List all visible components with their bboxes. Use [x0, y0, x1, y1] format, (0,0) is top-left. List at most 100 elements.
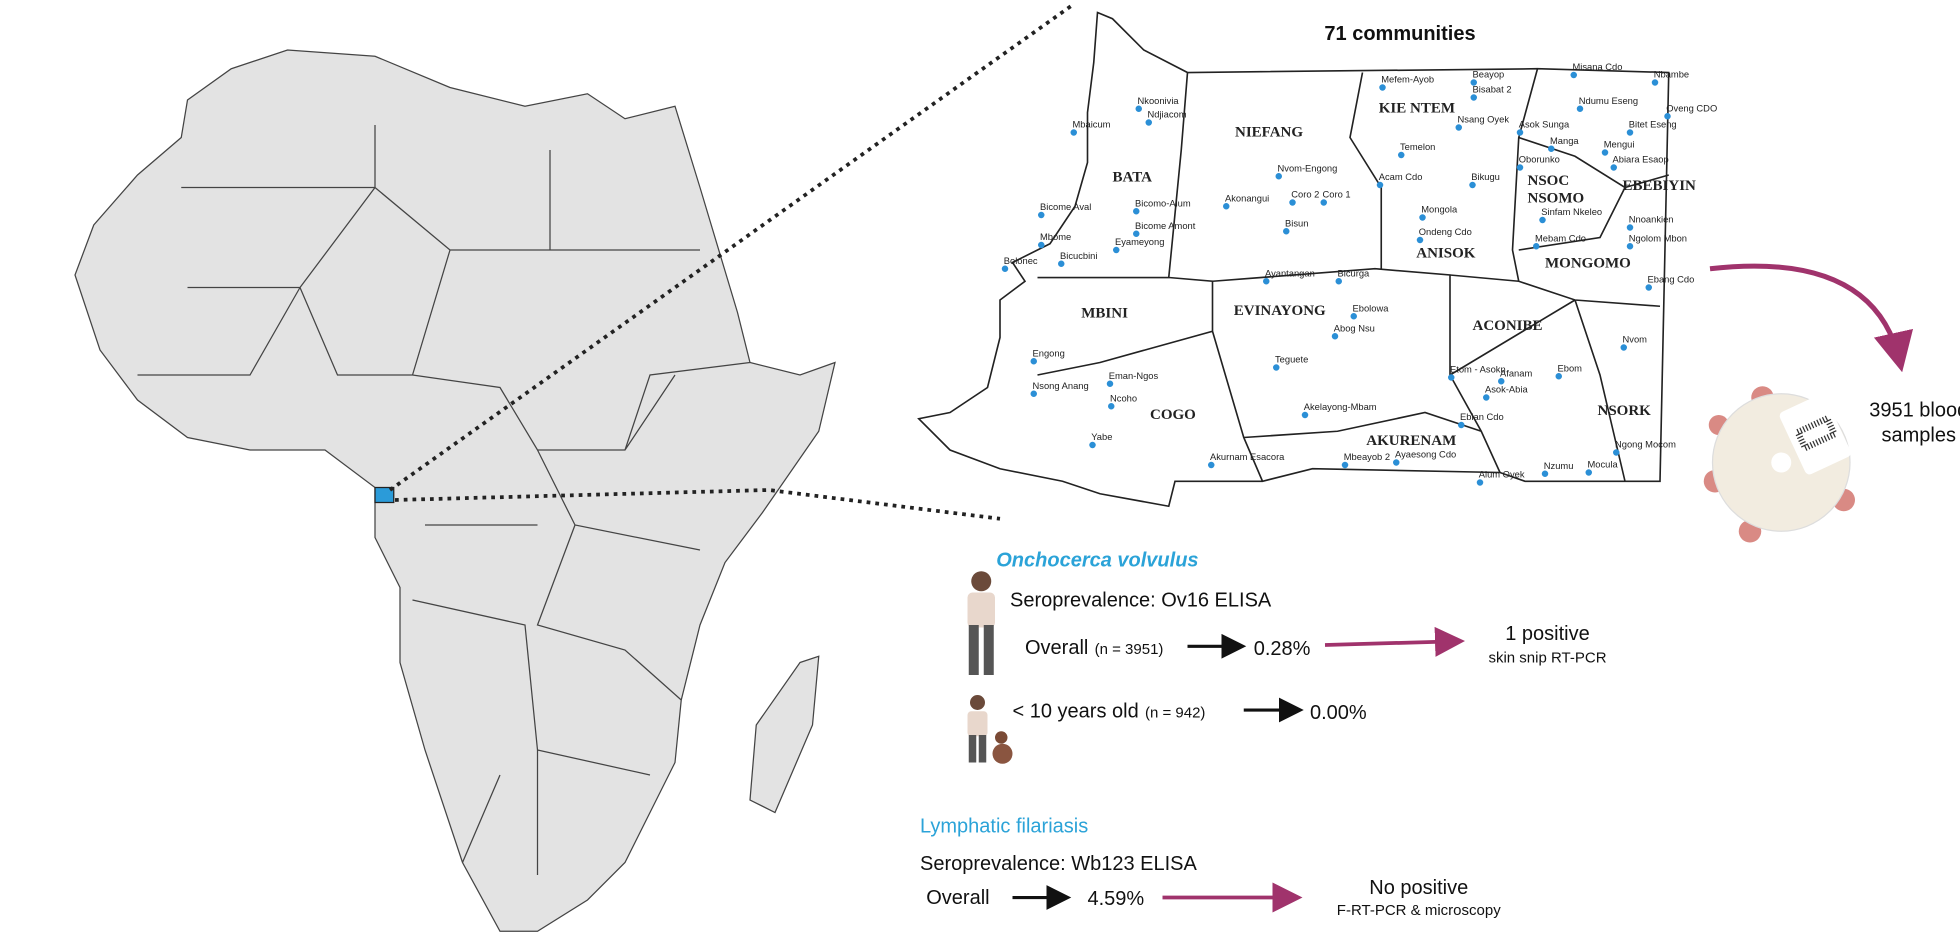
community-label: Etom - Asokn: [1450, 365, 1506, 375]
community-label: Ebang Cdo: [1648, 275, 1695, 285]
community-label: Bicucbini: [1060, 251, 1097, 261]
community-dot: [1135, 105, 1142, 112]
community-label: Mefem-Ayob: [1381, 75, 1434, 85]
community-label: Misana Cdo: [1573, 62, 1623, 72]
community-dot: [1331, 332, 1339, 340]
community-label: Nsang Oyek: [1458, 114, 1510, 124]
district-label: COGO: [1150, 407, 1196, 423]
community-dot: [1419, 214, 1426, 221]
zoom-lines: [388, 3, 1074, 521]
community-label: Nvom: [1623, 335, 1648, 345]
community-dot: [1133, 230, 1140, 237]
community-label: Abog Nsu: [1334, 323, 1375, 333]
community-label: Engong: [1033, 348, 1065, 358]
label-n: (n = 942): [1145, 705, 1205, 722]
community-dot: [1263, 277, 1270, 285]
community-label: Akelayong-Mbam: [1304, 402, 1377, 412]
community-dot: [1089, 441, 1096, 449]
community-dot: [1289, 199, 1296, 206]
community-dot: [1275, 172, 1282, 180]
community-dot: [1108, 402, 1115, 410]
district-label: EBEBIYIN: [1623, 178, 1697, 194]
community-dot: [1030, 390, 1037, 397]
result-arrows: [1012, 626, 1465, 913]
community-label: Yabe: [1091, 432, 1112, 442]
community-dot: [1038, 211, 1045, 219]
community-dot: [1379, 84, 1386, 91]
community-dot: [1223, 202, 1230, 210]
community-dot: [1555, 372, 1562, 380]
district-label: MONGOMO: [1545, 256, 1631, 272]
community-label: Abiara Esaop: [1613, 155, 1669, 165]
label: samples: [1882, 424, 1956, 446]
district-labels: NIEFANG KIE NTEM BATA NSOC NSOMO EBEBIYIN ANIS…: [1081, 101, 1696, 449]
community-dot: [1350, 312, 1357, 320]
community-label: Coro 2: [1291, 190, 1319, 200]
community-label: Eyameyong: [1115, 237, 1164, 247]
community-dot: [1585, 469, 1592, 476]
district-label: NSOC: [1528, 173, 1570, 189]
community-dot: [1470, 94, 1477, 101]
label: 1 positive: [1505, 623, 1589, 645]
community-label: Asok Sunga: [1519, 119, 1570, 129]
community-dot: [1070, 129, 1077, 136]
community-label: Teguete: [1275, 355, 1308, 365]
label: 0.28%: [1254, 638, 1311, 660]
district-label: ANISOK: [1416, 246, 1476, 262]
community-label: Nsong Anang: [1033, 381, 1089, 391]
label: < 10 years old (n = 942): [1013, 701, 1206, 723]
community-dot: [1626, 129, 1634, 136]
community-label: Ebom: [1558, 363, 1583, 373]
community-dot: [1533, 242, 1540, 250]
community-label: Eman-Ngos: [1109, 371, 1159, 381]
community-label: Bikugu: [1471, 172, 1500, 182]
label: Onchocerca volvulus: [996, 549, 1198, 571]
community-label: Ndumu Eseng: [1579, 96, 1638, 106]
community-dot: [1498, 377, 1505, 385]
community-label: Ebolowa: [1353, 303, 1390, 313]
community-label: Alum Oyek: [1479, 470, 1525, 480]
community-label: Mongola: [1421, 205, 1458, 215]
community-dot: [1001, 265, 1009, 272]
community-label: Sinfam Nkeleo: [1541, 207, 1602, 217]
community-label: Bitet Eseng: [1629, 119, 1677, 129]
text-layer: 71 communities 3951 blood samples Onchocerc…: [920, 23, 1960, 919]
community-dot: [1133, 207, 1140, 215]
community-dot: [1626, 242, 1634, 250]
community-dot: [1273, 364, 1280, 371]
community-label: Mocula: [1588, 460, 1619, 470]
community-dot: [1483, 394, 1490, 401]
community-label: Ayaesong Cdo: [1395, 450, 1456, 460]
label: 3951 blood: [1869, 399, 1960, 421]
blood-card: [1703, 386, 1855, 543]
community-dot: [1376, 181, 1384, 189]
child-icons: [967, 695, 1013, 764]
community-label: Nbambe: [1654, 70, 1689, 80]
label: 0.00%: [1310, 702, 1367, 724]
district-label: AKURENAM: [1366, 433, 1456, 449]
community-points: Nkoonivia Ndjiacom Mbaicum Bicome Aval Bicom…: [1001, 62, 1717, 486]
community-label: Acam Cdo: [1379, 172, 1423, 182]
label: 71 communities: [1324, 23, 1475, 45]
community-label: Bicome Aval: [1040, 202, 1091, 212]
community-label: Mebam Cdo: [1535, 233, 1586, 243]
label: 4.59%: [1088, 888, 1145, 910]
community-dot: [1458, 421, 1465, 429]
community-label: Nvom-Engong: [1278, 163, 1338, 173]
community-dot: [1651, 79, 1659, 86]
community-label: Nzumu: [1544, 461, 1574, 471]
community-label: Bicomo-Alum: [1135, 198, 1191, 208]
community-label: Oveng CDO: [1666, 103, 1717, 113]
community-label: Ondeng Cdo: [1419, 227, 1472, 237]
community-dot: [1539, 216, 1546, 224]
community-dot: [1645, 284, 1652, 291]
sample-arrow: [1709, 263, 1913, 373]
community-dot: [1620, 344, 1627, 351]
community-dot: [1393, 459, 1400, 466]
label: No positive: [1369, 877, 1468, 899]
community-dot: [1576, 105, 1584, 112]
community-dot: [1516, 164, 1524, 171]
community-dot: [1106, 380, 1114, 387]
district-label: ACONIBE: [1473, 318, 1543, 334]
